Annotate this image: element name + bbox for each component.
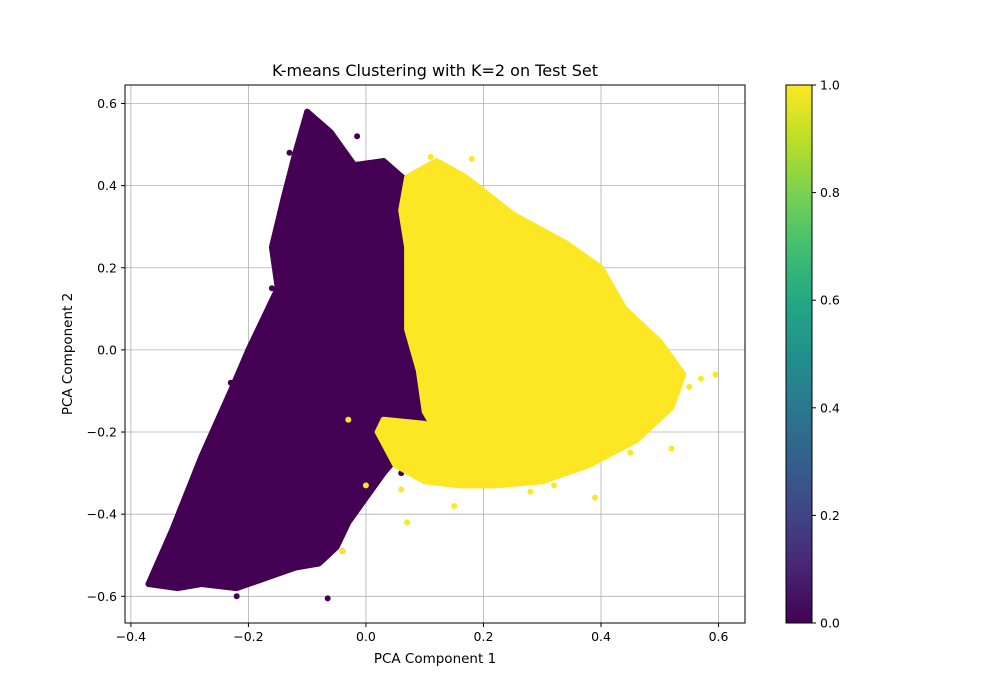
cluster-0-point <box>324 595 331 602</box>
cluster-1-point <box>451 503 458 509</box>
y-tick-label: −0.4 <box>87 507 117 522</box>
cluster-0-point <box>233 593 240 600</box>
x-tick-label: 0.4 <box>591 629 611 644</box>
cluster-1-point <box>404 519 411 526</box>
cluster-0-point <box>304 108 311 115</box>
x-tick-label: 0.2 <box>474 629 494 644</box>
colorbar-ticks: 0.0 0.2 0.4 0.6 0.8 1.0 <box>812 78 840 631</box>
x-tick-label: 0.0 <box>356 629 376 644</box>
cluster-0-point <box>354 133 361 140</box>
x-tick-label: 0.6 <box>709 629 729 644</box>
cluster-1-point <box>668 445 675 452</box>
colorbar-tick-label: 0.4 <box>820 400 840 415</box>
y-axis-label: PCA Component 2 <box>60 293 76 415</box>
y-tick-label: 0.4 <box>97 178 117 193</box>
y-tick-label: 0.2 <box>97 260 117 275</box>
colorbar-tick-label: 0.2 <box>820 508 840 523</box>
cluster-1-point <box>339 548 346 555</box>
y-tick-label: −0.2 <box>87 425 117 440</box>
cluster-0-point <box>292 564 299 571</box>
colorbar-tick-label: 1.0 <box>820 78 840 93</box>
cluster-layer <box>145 108 719 602</box>
cluster-0-point <box>227 379 234 386</box>
x-axis-ticks: −0.4 −0.2 0.0 0.2 0.4 0.6 <box>116 623 729 644</box>
cluster-0-point <box>204 457 211 464</box>
cluster-1-point <box>621 309 628 316</box>
cluster-1-point <box>697 375 704 382</box>
cluster-0-point <box>257 326 264 333</box>
cluster-1-point <box>398 486 405 493</box>
chart-title: K-means Clustering with K=2 on Test Set <box>272 61 598 80</box>
y-tick-label: 0.0 <box>97 342 117 357</box>
y-axis-ticks: −0.6 −0.4 −0.2 0.0 0.2 0.4 0.6 <box>87 96 125 604</box>
cluster-1-point <box>592 494 599 501</box>
x-tick-label: −0.2 <box>233 629 263 644</box>
cluster-1-point <box>362 482 369 489</box>
cluster-1-point <box>645 346 651 353</box>
cluster-1 <box>339 153 719 555</box>
cluster-0-point <box>216 581 222 587</box>
cluster-0-point <box>310 552 317 559</box>
cluster-0-point <box>145 581 152 587</box>
colorbar <box>785 84 813 624</box>
colorbar-tick-label: 0.8 <box>820 185 840 200</box>
cluster-1-point <box>468 155 475 162</box>
cluster-1-region <box>374 158 687 489</box>
cluster-1-point <box>568 260 575 267</box>
cluster-1-point <box>686 383 693 390</box>
y-tick-label: 0.6 <box>97 96 117 111</box>
plot-frame <box>124 84 746 624</box>
x-axis-label: PCA Component 1 <box>374 651 496 667</box>
cluster-0-point <box>245 346 252 353</box>
x-tick-label: −0.4 <box>116 629 146 644</box>
cluster-0-point <box>186 490 193 497</box>
cluster-1-point <box>345 416 352 423</box>
colorbar-tick-label: 0.6 <box>820 293 840 308</box>
colorbar-tick-label: 0.0 <box>820 616 840 631</box>
cluster-0-point <box>386 231 393 238</box>
cluster-1-point <box>551 482 557 489</box>
cluster-0-point <box>268 285 275 292</box>
cluster-0-point <box>286 149 293 156</box>
y-tick-label: −0.6 <box>87 589 117 604</box>
cluster-1-point <box>509 211 516 218</box>
cluster-1-point <box>427 153 434 160</box>
cluster-1-point <box>712 371 719 378</box>
cluster-1-point <box>627 449 634 456</box>
cluster-1-point <box>527 488 534 495</box>
